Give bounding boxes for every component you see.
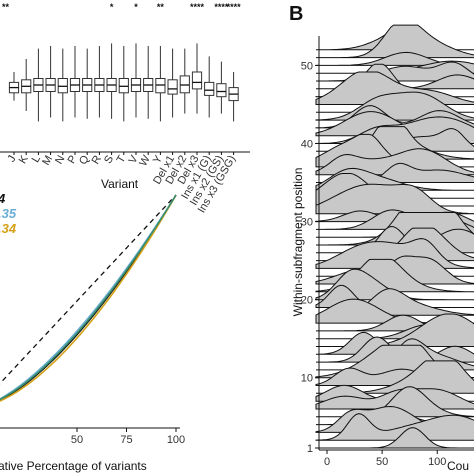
boxplot-significance: *	[110, 2, 114, 12]
cumulative-x-tick-label: 75	[120, 434, 132, 446]
box-body	[191, 71, 203, 90]
cumulative-series-line	[0, 194, 177, 402]
ridgeline-x-axis-title: Cou	[447, 459, 469, 473]
box-body	[216, 83, 227, 98]
cumulative-series-line	[0, 194, 177, 401]
boxplot-significance: ****	[227, 2, 242, 12]
diagonal-reference-line	[0, 194, 177, 385]
cumulative-x-tick-label: 50	[71, 434, 83, 446]
ridgeline-y-tick-label: 50	[301, 60, 313, 72]
cumulative-plot: 50 75 100 4.35.34	[0, 191, 185, 446]
boxplot-significance: *	[134, 2, 138, 12]
ridgeline-x-tick-label: 0	[324, 456, 330, 468]
ridgeline-x-tick-label: 100	[428, 456, 446, 468]
ridgeline-y-tick-label: 1	[307, 443, 313, 455]
cumulative-x-tick-label: 100	[167, 434, 185, 446]
ridgeline-density	[316, 427, 474, 449]
boxplot-category-label: L	[30, 154, 43, 165]
ridgeline-y-tick-label: 30	[301, 217, 313, 229]
ridgeline-density	[315, 413, 474, 441]
ridgeline-x-tick-label: 50	[376, 456, 388, 468]
ridgeline-plot: 1 10 20 30 40 50 0 50 100	[301, 24, 474, 468]
boxplot-significance-left: **	[2, 2, 10, 12]
boxplot-significance: ****	[190, 2, 205, 12]
ridgeline-density	[316, 51, 474, 66]
ridgeline-y-tick-label: 20	[301, 295, 313, 307]
boxplot-significance: **	[157, 2, 165, 12]
boxplot-significance: ****	[214, 2, 229, 12]
ridgeline-density	[316, 24, 474, 59]
box-body	[167, 79, 178, 95]
ridgeline-y-tick-label: 40	[301, 139, 313, 151]
cumulative-legend-entry: .35	[0, 206, 17, 221]
cumulative-legend-entry: .34	[0, 221, 17, 236]
cumulative-series-line	[0, 194, 177, 401]
boxplot-x-axis-title: Variant	[101, 177, 139, 191]
boxplot-category-label: J	[5, 154, 18, 165]
ridgeline-y-axis-title: Within-subfragment position	[291, 168, 305, 317]
ridgeline-y-tick-label: 10	[301, 373, 313, 385]
cumulative-series-line	[0, 194, 177, 400]
ridgeline-density	[316, 314, 474, 332]
box-body	[204, 81, 215, 96]
ridgeline-density	[315, 71, 474, 105]
cumulative-x-axis-title: ative Percentage of variants	[0, 459, 147, 473]
cumulative-legend-entry: 4	[0, 191, 6, 206]
panel-b-letter: B	[289, 3, 303, 25]
